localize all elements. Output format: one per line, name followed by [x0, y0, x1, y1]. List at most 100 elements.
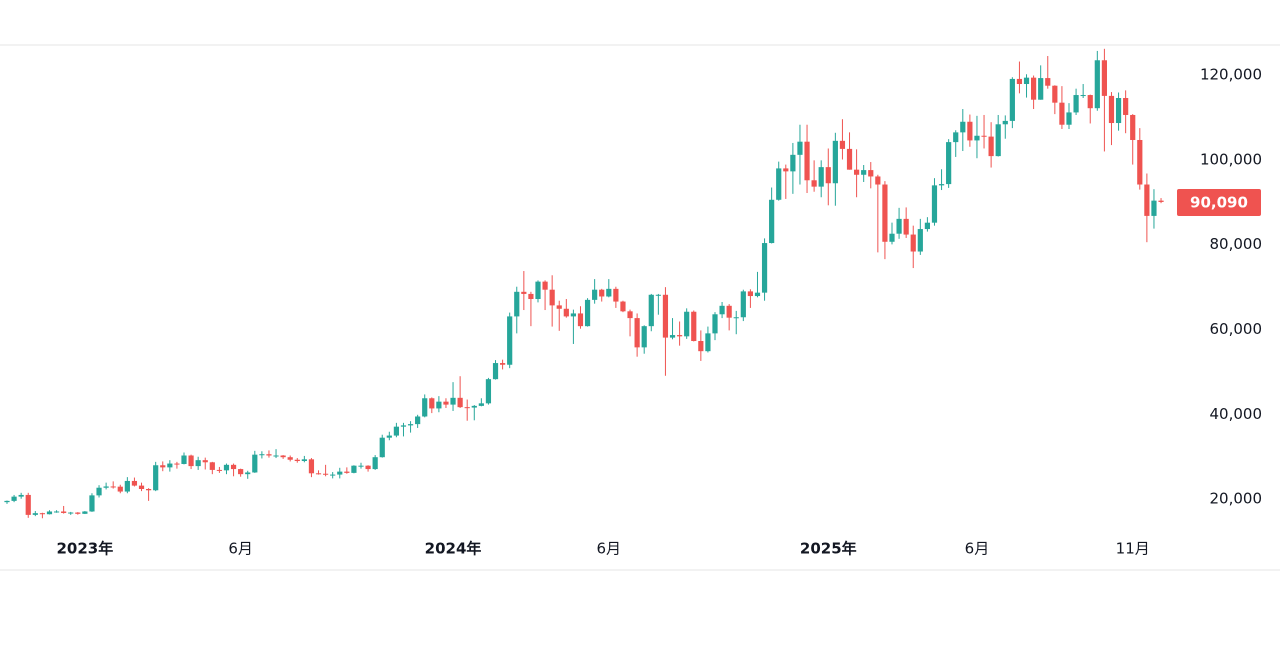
candle-body	[259, 454, 265, 456]
candle-body	[287, 457, 293, 460]
candle-body	[761, 243, 768, 293]
candle-body	[471, 405, 477, 408]
candle-body	[245, 472, 251, 475]
candle-body	[1016, 78, 1023, 85]
y-tick-label: 20,000	[1210, 490, 1263, 508]
candle-body	[953, 132, 959, 143]
candle-body	[273, 455, 279, 457]
candle-body	[1059, 102, 1065, 125]
candle-body	[917, 229, 923, 252]
candle-body	[1115, 98, 1122, 124]
candle-body	[230, 464, 237, 470]
candle-body	[32, 513, 38, 515]
candle-body	[839, 140, 846, 149]
candle-body	[1002, 120, 1008, 125]
candle-body	[924, 222, 930, 230]
candle-body	[450, 397, 456, 405]
candle-body	[910, 234, 916, 252]
candle-body	[209, 462, 215, 470]
candle-body	[216, 469, 222, 471]
price-tag-box	[1177, 188, 1261, 216]
price-tag: 90,090	[1190, 193, 1248, 211]
candle-body	[861, 170, 867, 175]
candle-body	[337, 471, 343, 475]
candle-body	[1031, 77, 1037, 100]
candle-body	[4, 500, 10, 503]
candle-body	[223, 464, 230, 471]
candle-body	[627, 311, 633, 319]
candle-body	[521, 291, 527, 294]
candle-body	[167, 463, 173, 468]
x-tick-label: 6月	[228, 540, 253, 558]
candle-body	[1066, 112, 1072, 125]
candle-body	[705, 333, 711, 352]
candle-body	[1151, 200, 1157, 216]
candle-body	[188, 455, 194, 467]
candle-body	[1094, 60, 1100, 109]
candle-body	[677, 335, 683, 337]
candle-body	[117, 486, 123, 492]
candle-body	[542, 281, 548, 290]
candle-body	[662, 294, 669, 338]
candle-body	[1038, 78, 1044, 100]
candle-body	[400, 425, 407, 427]
candle-body	[372, 457, 378, 470]
candle-body	[1108, 95, 1115, 124]
x-tick-label: 6月	[965, 540, 990, 558]
candle-body	[1144, 184, 1150, 216]
candle-body	[1130, 114, 1136, 140]
candle-body	[315, 473, 322, 475]
candle-body	[252, 454, 258, 473]
candle-body	[39, 513, 45, 515]
candle-body	[429, 398, 435, 409]
candle-body	[89, 495, 95, 512]
candle-body	[549, 289, 555, 306]
candle-body	[995, 124, 1001, 157]
candle-body	[811, 180, 817, 187]
candle-body	[280, 455, 286, 458]
candle-body	[875, 176, 881, 185]
candle-body	[988, 136, 994, 157]
candle-body	[160, 465, 166, 468]
candle-body	[138, 485, 145, 490]
candle-body	[195, 460, 201, 467]
candle-body	[613, 288, 619, 302]
candle-body	[82, 511, 88, 514]
candle-body	[1045, 78, 1051, 86]
candle-body	[238, 469, 244, 475]
candle-body	[407, 424, 414, 426]
candle-body	[783, 168, 789, 172]
candle-body	[606, 288, 612, 297]
candle-body	[1087, 95, 1093, 109]
candle-body	[266, 454, 272, 456]
candle-body	[882, 184, 888, 242]
candle-body	[443, 401, 449, 405]
candle-body	[436, 401, 442, 409]
candle-body	[854, 169, 860, 175]
candle-body	[528, 293, 534, 300]
x-tick-label: 2025年	[800, 540, 857, 558]
candle-body	[754, 292, 761, 297]
candle-body	[1023, 77, 1030, 85]
candle-body	[804, 141, 810, 181]
candle-body	[422, 398, 428, 417]
y-tick-label: 80,000	[1210, 235, 1263, 253]
candle-body	[535, 281, 541, 300]
candle-body	[492, 363, 499, 380]
candle-body	[1073, 95, 1079, 113]
candle-body	[825, 167, 831, 184]
candle-body	[563, 308, 569, 317]
candle-body	[967, 121, 973, 141]
candle-body	[181, 455, 187, 464]
candle-body	[393, 426, 399, 436]
candle-body	[903, 218, 909, 235]
candle-body	[103, 486, 109, 488]
candle-body	[75, 512, 81, 514]
x-tick-label: 6月	[597, 540, 622, 558]
candle-body	[931, 185, 938, 223]
candle-body	[294, 459, 300, 462]
candle-body	[868, 170, 874, 177]
candle-body	[46, 511, 53, 515]
candle-body	[18, 494, 24, 497]
candle-body	[365, 465, 371, 470]
